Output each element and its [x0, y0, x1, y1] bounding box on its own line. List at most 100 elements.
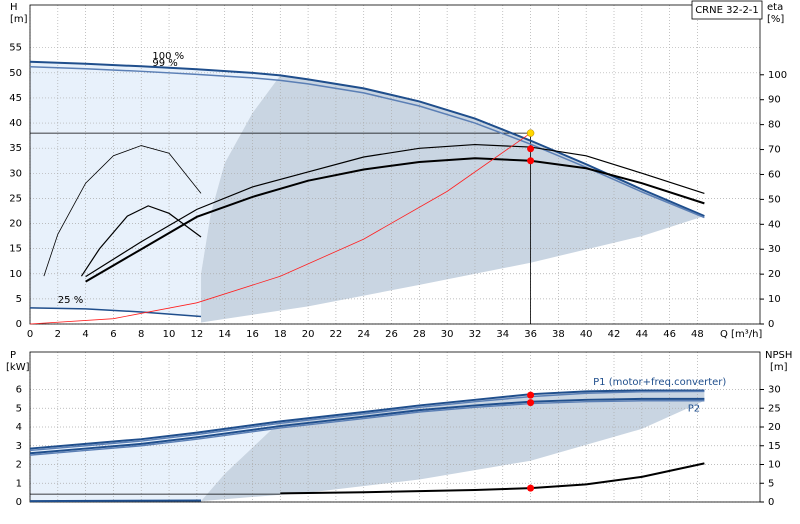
x-tick-label: 4 — [82, 329, 88, 340]
x-tick-label: 6 — [110, 329, 116, 340]
point — [527, 484, 535, 492]
y2-tick-label: 80 — [768, 120, 781, 131]
x-tick-label: 30 — [441, 329, 454, 340]
y-tick-label: 2 — [16, 460, 22, 471]
y-tick-label: 40 — [9, 118, 22, 129]
x-tick-label: 44 — [635, 329, 648, 340]
y2-tick-label: 100 — [768, 70, 787, 81]
x-tick-label: 18 — [274, 329, 287, 340]
y-tick-label: 6 — [16, 385, 22, 396]
plot-frame — [29, 351, 761, 503]
y2-label: NPSH — [765, 350, 792, 361]
operating-region — [201, 75, 705, 323]
curve — [29, 499, 202, 503]
y-label: H — [10, 2, 18, 13]
y-tick-label: 50 — [9, 68, 22, 79]
x-tick-label: 26 — [385, 329, 398, 340]
x-tick-label: 0 — [27, 329, 33, 340]
x-tick-label: 32 — [469, 329, 482, 340]
curve — [29, 397, 705, 455]
point — [527, 399, 535, 407]
y2-tick-label: 90 — [768, 95, 781, 106]
y-tick-label: 20 — [9, 219, 22, 230]
y2-tick-label: 0 — [768, 497, 774, 508]
x-tick-label: 24 — [357, 329, 370, 340]
x-tick-label: 38 — [552, 329, 565, 340]
y2-tick-label: 20 — [768, 422, 781, 433]
annotation: 25 % — [58, 295, 83, 306]
x-tick-label: 12 — [190, 329, 203, 340]
point — [527, 157, 535, 165]
y2-unit: [m] — [770, 362, 788, 373]
point — [527, 145, 535, 153]
y2-tick-label: 40 — [768, 219, 781, 230]
y2-tick-label: 25 — [768, 403, 781, 414]
y-tick-label: 10 — [9, 269, 22, 280]
operating-region — [30, 421, 281, 502]
curve — [85, 143, 705, 278]
annotation: 99 % — [152, 58, 177, 69]
curve — [29, 307, 202, 318]
curve — [29, 60, 705, 217]
curve — [29, 132, 531, 325]
y-tick-label: 35 — [9, 143, 22, 154]
y2-tick-label: 10 — [768, 460, 781, 471]
point — [527, 391, 535, 399]
curve — [29, 66, 705, 219]
x-tick-label: 10 — [163, 329, 176, 340]
chart-title: CRNE 32-2-1 — [695, 5, 759, 16]
y-tick-label: 55 — [9, 43, 22, 54]
annotation: P1 (motor+freq.converter) — [593, 377, 726, 388]
x-tick-label: 36 — [524, 329, 537, 340]
y2-tick-label: 15 — [768, 441, 781, 452]
y2-tick-label: 10 — [768, 294, 781, 305]
plot-frame — [29, 4, 761, 325]
curve — [29, 400, 705, 456]
x-tick-label: 14 — [218, 329, 231, 340]
annotation: P2 — [688, 403, 700, 414]
curve — [80, 205, 202, 277]
y2-tick-label: 30 — [768, 244, 781, 255]
y2-tick-label: 60 — [768, 169, 781, 180]
operating-point — [526, 129, 535, 137]
curve — [29, 389, 705, 450]
y2-unit: [%] — [767, 14, 784, 25]
curve — [43, 145, 202, 277]
x-tick-label: 46 — [663, 329, 676, 340]
y2-tick-label: 70 — [768, 145, 781, 156]
y-unit: [kW] — [6, 362, 30, 373]
y-tick-label: 25 — [9, 193, 22, 204]
y-unit: [m] — [10, 14, 28, 25]
y-tick-label: 5 — [16, 294, 22, 305]
y-tick-label: 45 — [9, 93, 22, 104]
x-tick-label: 48 — [691, 329, 704, 340]
operating-region — [30, 61, 281, 317]
y-tick-label: 15 — [9, 244, 22, 255]
x-tick-label: 16 — [246, 329, 259, 340]
x-tick-label: 34 — [496, 329, 509, 340]
y-tick-label: 3 — [16, 441, 22, 452]
y-tick-label: 30 — [9, 168, 22, 179]
x-tick-label: 20 — [302, 329, 315, 340]
y2-tick-label: 50 — [768, 194, 781, 205]
x-tick-label: 40 — [580, 329, 593, 340]
y2-tick-label: 20 — [768, 269, 781, 280]
x-tick-label: 28 — [413, 329, 426, 340]
y2-tick-label: 5 — [768, 478, 774, 489]
y-tick-label: 1 — [16, 478, 22, 489]
x-tick-label: 2 — [55, 329, 61, 340]
x-tick-label: 8 — [138, 329, 144, 340]
y-tick-label: 0 — [16, 497, 22, 508]
x-tick-label: 22 — [330, 329, 343, 340]
y-tick-label: 0 — [16, 319, 22, 330]
annotation: 100 % — [152, 51, 184, 62]
y-tick-label: 4 — [16, 422, 22, 433]
curve — [85, 157, 705, 283]
x-tick-label: 42 — [608, 329, 621, 340]
y2-tick-label: 0 — [768, 319, 774, 330]
title-box — [691, 0, 763, 20]
x-label: Q [m³/h] — [720, 329, 762, 340]
y2-tick-label: 30 — [768, 385, 781, 396]
y-tick-label: 5 — [16, 403, 22, 414]
